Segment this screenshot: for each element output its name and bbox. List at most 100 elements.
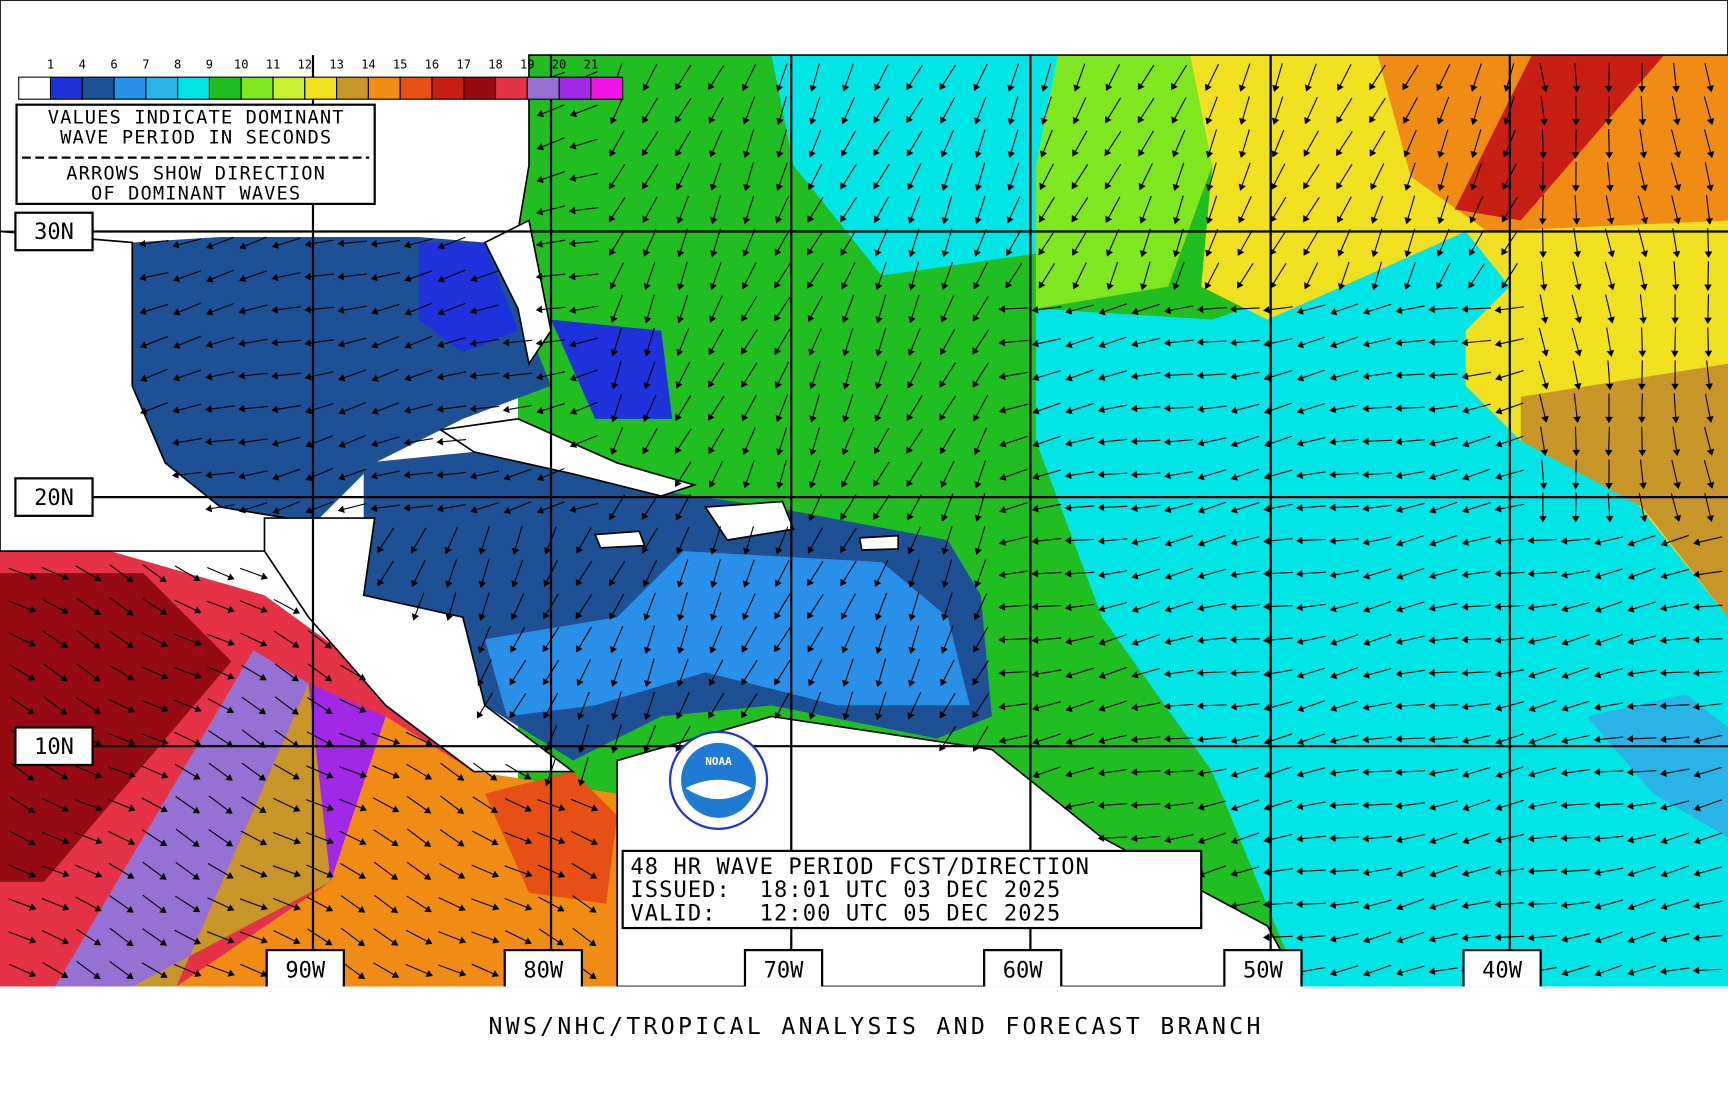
arrow-head	[708, 82, 715, 91]
arrow-head	[840, 248, 848, 256]
arrow-head	[293, 870, 301, 878]
arrow-head	[1362, 538, 1370, 546]
arrow-head	[403, 406, 411, 414]
arrow-head	[907, 546, 915, 555]
arrow-head	[1560, 736, 1568, 745]
arrow-head	[1527, 900, 1534, 909]
arrow-head	[293, 903, 301, 911]
arrow-head	[1263, 440, 1272, 448]
arrow-head	[1539, 482, 1548, 490]
arrow-head	[998, 406, 1007, 414]
arrow-head	[1574, 283, 1582, 291]
arrow-head	[999, 440, 1007, 448]
arrow-head	[392, 738, 401, 746]
arrow-head	[576, 645, 583, 653]
arrow-head	[873, 215, 881, 223]
arrow-head	[742, 117, 750, 125]
arrow-head	[205, 340, 213, 348]
arrow-head	[469, 339, 477, 347]
arrow-head	[205, 504, 213, 513]
arrow-head	[1693, 804, 1701, 812]
arrow-head	[1196, 735, 1204, 744]
arrow-head	[974, 150, 982, 158]
legend-swatch	[208, 76, 242, 100]
arrow-head	[1639, 151, 1648, 159]
arrow-head	[1329, 901, 1337, 909]
arrow-head	[1470, 84, 1478, 92]
legend-swatch	[494, 76, 528, 100]
arrow-head	[161, 771, 169, 779]
arrow-head	[1329, 769, 1337, 777]
arrow-head	[1032, 373, 1040, 382]
legend-label: 7	[142, 57, 149, 71]
arrow-head	[569, 142, 577, 150]
arrow-head	[27, 707, 35, 715]
arrow-head	[1672, 85, 1680, 93]
arrow-head	[677, 283, 685, 291]
legend-swatch	[113, 76, 147, 100]
arrow-head	[709, 183, 717, 191]
arrow-head	[908, 613, 916, 621]
arrow-head	[1594, 572, 1602, 580]
arrow-head	[1561, 671, 1569, 679]
arrow-head	[875, 679, 883, 688]
arrow-head	[1605, 515, 1614, 523]
arrow-head	[1065, 671, 1073, 679]
arrow-head	[1527, 867, 1535, 875]
arrow-head	[675, 479, 682, 487]
arrow-head	[1461, 372, 1469, 381]
arrow-head	[27, 806, 35, 813]
arrow-head	[741, 314, 748, 322]
arrow-head	[1371, 283, 1379, 291]
arrow-head	[1262, 569, 1270, 578]
arrow-head	[1065, 439, 1073, 447]
arrow-head	[1072, 149, 1079, 157]
arrow-head	[1659, 769, 1667, 777]
arrow-head	[906, 115, 913, 124]
arrow-head	[60, 641, 69, 648]
arrow-head	[1296, 536, 1303, 545]
arrow-head	[972, 380, 980, 388]
arrow-head	[610, 315, 618, 323]
legend-label: 6	[110, 57, 117, 71]
arrow-head	[304, 305, 311, 314]
arrow-head	[1239, 117, 1247, 126]
arrow-head	[1296, 603, 1303, 612]
arrow-head	[1230, 473, 1239, 481]
arrow-head	[337, 340, 345, 348]
arrow-head	[1197, 571, 1205, 580]
landmass	[263, 517, 576, 773]
arrow-head	[359, 838, 367, 846]
arrow-head	[370, 504, 378, 512]
arrow-head	[371, 341, 379, 349]
arrow-head	[1172, 217, 1181, 225]
arrow-head	[1130, 768, 1138, 776]
arrow-head	[1304, 84, 1312, 92]
arrow-head	[225, 839, 234, 847]
arrow-head	[588, 939, 597, 947]
arrow-head	[536, 406, 544, 415]
arrow-head	[93, 707, 102, 714]
arrow-head	[1336, 182, 1343, 190]
arrow-head	[1495, 373, 1503, 382]
arrow-head	[941, 250, 949, 258]
arrow-head	[1429, 539, 1437, 547]
arrow-head	[576, 546, 583, 554]
arrow-head	[939, 82, 947, 91]
arrow-head	[1164, 572, 1172, 580]
arrow-head	[1626, 802, 1634, 810]
region-7s	[484, 551, 970, 717]
arrow-head	[126, 608, 134, 616]
arrow-head	[708, 380, 715, 388]
arrow-head	[1164, 471, 1171, 480]
arrow-head	[1031, 602, 1039, 611]
arrow-head	[1660, 870, 1668, 878]
arrow-head	[1031, 305, 1039, 314]
arrow-head	[842, 349, 850, 357]
arrow-head	[1369, 115, 1376, 124]
arrow-head	[575, 611, 583, 620]
arrow-head	[1263, 803, 1271, 811]
arrow-head	[1627, 539, 1635, 547]
arrow-head	[1362, 470, 1369, 479]
arrow-head	[577, 712, 585, 720]
